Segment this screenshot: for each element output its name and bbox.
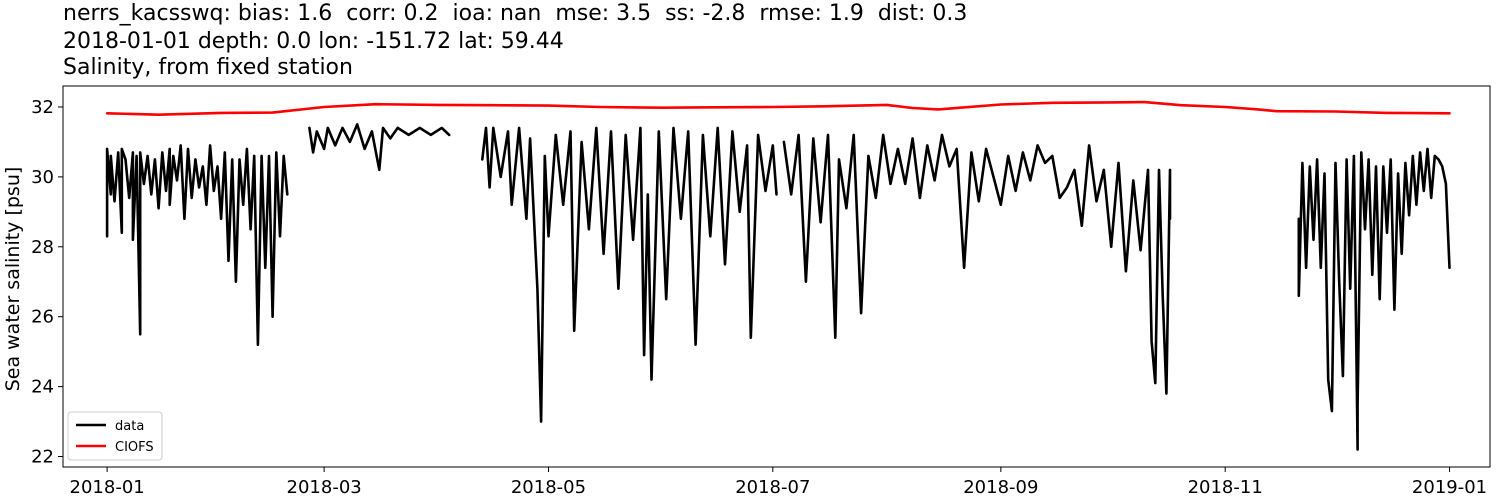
y-tick-label: 24 — [31, 377, 54, 398]
x-tick-label: 2019-01 — [1412, 477, 1487, 498]
series-data-segment-4 — [782, 133, 1172, 395]
y-tick-label: 26 — [31, 307, 54, 328]
x-tick-label: 2018-03 — [287, 477, 362, 498]
y-tick-label: 30 — [31, 167, 54, 188]
series-layer — [105, 100, 1451, 451]
chart-title-line-3: Salinity, from fixed station — [63, 55, 353, 80]
x-tick-label: 2018-01 — [70, 477, 145, 498]
axes-layer: 2018-01 2018-03 2018-05 2018-07 2018-09 2018-… — [31, 85, 1491, 498]
x-tick-label: 2018-09 — [963, 477, 1038, 498]
x-tick-label: 2018-05 — [511, 477, 586, 498]
chart-title-line-2: 2018-01-01 depth: 0.0 lon: -151.72 lat: … — [63, 29, 564, 54]
y-tick-label: 22 — [31, 447, 54, 468]
plot-frame — [62, 85, 1491, 468]
x-tick-label: 2018-07 — [735, 477, 810, 498]
series-data-segment-3 — [481, 126, 778, 423]
legend-label-ciofs: CIOFS — [115, 440, 154, 455]
legend-label-data: data — [115, 419, 144, 434]
y-axis-label: Sea water salinity [psu] — [2, 167, 24, 392]
series-data-segment-1 — [105, 144, 289, 346]
y-tick-label: 32 — [31, 97, 54, 118]
series-ciofs-segment-1 — [105, 100, 1451, 116]
legend: data CIOFS — [67, 411, 163, 461]
y-tick-label: 28 — [31, 237, 54, 258]
chart-title-line-1: nerrs_kacsswq: bias: 1.6 corr: 0.2 ioa: … — [63, 1, 968, 26]
x-tick-label: 2018-11 — [1188, 477, 1263, 498]
series-data-segment-2 — [308, 123, 451, 172]
series-data-segment-5 — [1297, 147, 1451, 451]
